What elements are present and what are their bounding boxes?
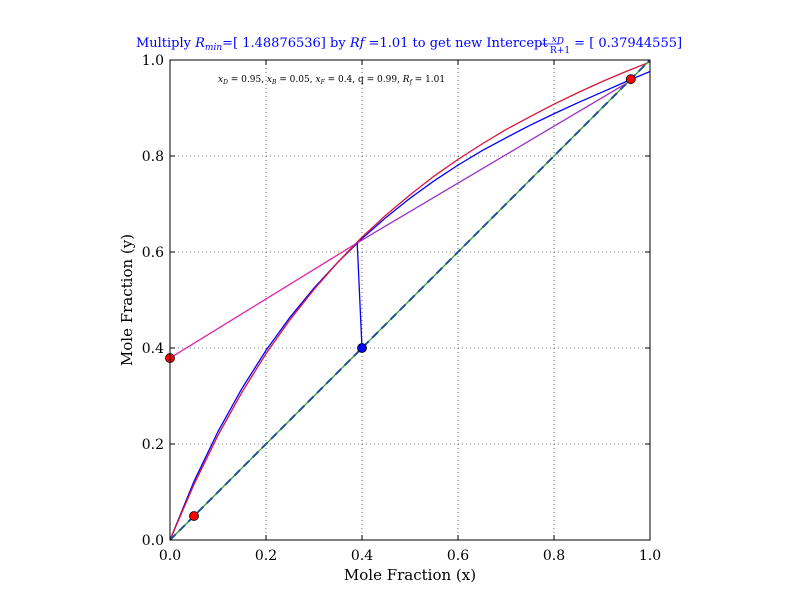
series-line-diagonal-dashed [169,59,651,541]
title-rf-symbol: Rf [349,36,367,51]
y-tick-label: 0.4 [142,341,164,357]
series-line-equilibrium-b [169,61,651,541]
annot-rf-sym: R [402,75,410,85]
title-rf-text: =1.01 to get new Intercept [364,36,551,51]
parameter-annotation: xD = 0.95, xB = 0.05, xF = 0.4, q = 0.99… [218,75,445,86]
annot-xf-sub: F [320,79,326,86]
point-bottoms [189,511,199,521]
annot-xd-val: = 0.95, [228,75,267,85]
title-frac-den: R+1 [550,46,570,56]
ticks-layer: 0.0 0.2 0.4 0.6 0.8 1.0 0.0 0.2 0.4 0.6 0.8 1.0 [142,53,661,564]
annot-xd-sub: D [222,79,228,86]
annot-rf-val: = 1.01 [412,75,445,85]
points-layer [165,74,636,521]
series-line-rectifying-line-new [169,242,358,359]
title-r-symbol: R [194,36,205,51]
series-layer [169,59,651,541]
y-tick-label: 1.0 [142,53,164,69]
series-line-equilibrium-a [169,70,651,541]
y-tick-label: 0.0 [142,533,164,549]
x-tick-label: 0.4 [351,548,373,564]
grid [170,60,650,540]
y-tick-label: 0.8 [142,149,164,165]
x-axis-label: Mole Fraction (x) [344,566,476,584]
series-line-q-line [356,242,363,349]
y-tick-label: 0.6 [142,245,164,261]
point-feed [357,343,367,353]
x-tick-label: 1.0 [639,548,661,564]
x-tick-label: 0.2 [255,548,277,564]
x-tick-label: 0.8 [543,548,565,564]
title-suffix: = [ 0.37944555] [570,36,682,51]
series-line-rectifying-line-rmin [356,82,627,244]
chart-title: Multiply Rmin=[ 1.48876536] by Rf =1.01 … [136,35,682,56]
title-frac-num: x [552,35,557,45]
title-frac-num-sub: D [556,37,564,47]
x-tick-label: 0.6 [447,548,469,564]
title-r-sub: min [205,43,222,53]
title-prefix: Multiply [136,36,195,51]
annot-xb-val: = 0.05, [276,75,315,85]
plot-frame [169,59,651,541]
point-distillate [625,74,636,85]
y-axis-label: Mole Fraction (y) [118,234,136,366]
annot-xb-sub: B [271,79,277,86]
annot-xf-sym: x [315,75,320,85]
annot-rf-sub: f [409,79,414,86]
annot-xd-sym: x [218,75,223,85]
x-tick-label: 0.0 [159,548,181,564]
title-rmin-text: =[ 1.48876536] by [222,36,350,51]
annot-xb-sym: x [267,75,272,85]
y-tick-label: 0.2 [142,437,164,453]
annot-xf-val: = 0.4, q = 0.99, [325,75,403,85]
